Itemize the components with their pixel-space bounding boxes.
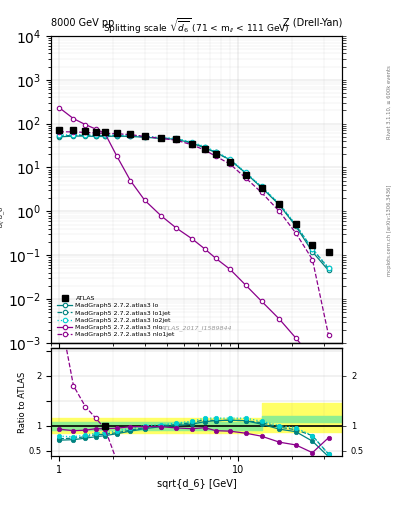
Text: Rivet 3.1.10, ≥ 600k events: Rivet 3.1.10, ≥ 600k events <box>387 66 392 139</box>
Text: mcplots.cern.ch [arXiv:1306.3436]: mcplots.cern.ch [arXiv:1306.3436] <box>387 185 392 276</box>
Legend: ATLAS, MadGraph5 2.7.2.atlas3 lo, MadGraph5 2.7.2.atlas3 lo1jet, MadGraph5 2.7.2: ATLAS, MadGraph5 2.7.2.atlas3 lo, MadGra… <box>54 293 177 340</box>
Y-axis label: Ratio to ATLAS: Ratio to ATLAS <box>18 371 27 433</box>
Text: Z (Drell-Yan): Z (Drell-Yan) <box>283 18 342 28</box>
Title: Splitting scale $\sqrt{\overline{d_6}}$ (71 < m$_{ll}$ < 111 GeV): Splitting scale $\sqrt{\overline{d_6}}$ … <box>103 16 290 36</box>
Text: 8000 GeV pp: 8000 GeV pp <box>51 18 114 28</box>
Y-axis label: $\frac{d\sigma}{d\sqrt{d\_6}}$ [pb,GeV$^{-1}$]: $\frac{d\sigma}{d\sqrt{d\_6}}$ [pb,GeV$^… <box>0 152 7 227</box>
X-axis label: sqrt{d_6} [GeV]: sqrt{d_6} [GeV] <box>157 478 236 489</box>
Text: ATLAS_2017_I1589844: ATLAS_2017_I1589844 <box>161 325 232 331</box>
